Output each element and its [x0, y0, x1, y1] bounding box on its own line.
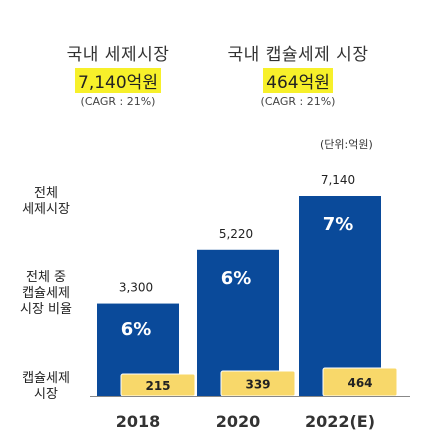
capsule-value-label: 464	[347, 376, 372, 390]
row-label-ratio: 전체 중 캡슐세제 시장 비율	[20, 270, 72, 317]
x-tick-label: 2022(E)	[305, 412, 375, 431]
header-value: 7,140억원	[75, 68, 161, 93]
header-capsule-detergent-market: 국내 캡슐세제 시장 464억원 (CAGR : 21%)	[204, 40, 392, 108]
total-value-label: 5,220	[219, 227, 253, 241]
header-value: 464억원	[263, 68, 333, 93]
capsule-ratio-label: 7%	[323, 214, 354, 235]
total-value-label: 7,140	[321, 173, 355, 187]
header-title: 국내 세제시장	[66, 45, 170, 65]
capsule-ratio-label: 6%	[121, 319, 152, 340]
row-label-total: 전체 세제시장	[22, 186, 70, 217]
unit-label: (단위:억원)	[320, 138, 373, 151]
header-cagr: (CAGR : 21%)	[260, 95, 336, 108]
capsule-value-label: 339	[245, 378, 270, 392]
capsule-value-label: 215	[145, 379, 170, 393]
total-market-bar	[299, 196, 381, 396]
capsule-ratio-label: 6%	[221, 268, 252, 289]
total-value-label: 3,300	[119, 281, 153, 295]
x-tick-label: 2020	[216, 412, 261, 431]
header-title: 국내 캡슐세제 시장	[227, 45, 369, 65]
x-tick-label: 2018	[116, 412, 161, 431]
row-label-capsule: 캡슐세제 시장	[22, 371, 70, 402]
header-cagr: (CAGR : 21%)	[80, 95, 156, 108]
header-domestic-detergent-market: 국내 세제시장 7,140억원 (CAGR : 21%)	[38, 40, 198, 108]
